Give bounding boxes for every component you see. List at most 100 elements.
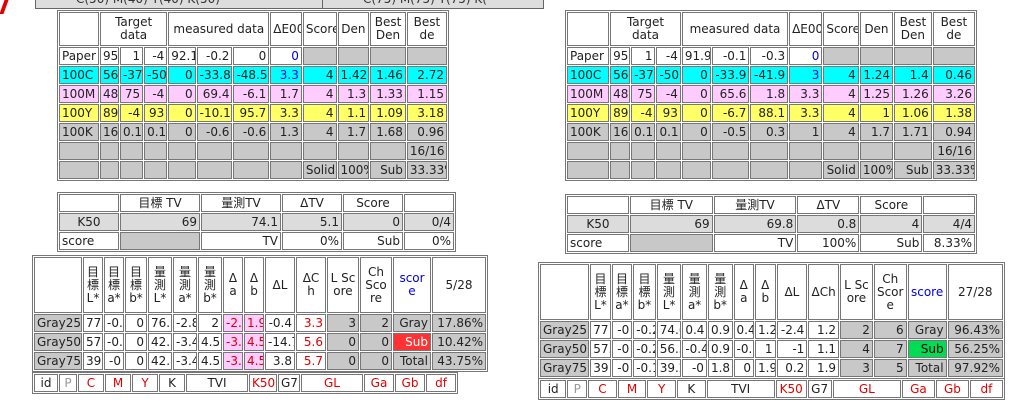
data-row: 100K 16 0.1 0.1 0 -0.6 -0.6 1.3 4 1.7 1.68 0.96 bbox=[59, 123, 447, 141]
cell: 0 bbox=[681, 123, 711, 141]
cell: -14.7 bbox=[265, 333, 295, 351]
cell: 69 bbox=[630, 215, 713, 233]
cell: 89 bbox=[610, 104, 631, 122]
cell: 量測L* bbox=[148, 257, 172, 313]
header-row: Target data measured data ΔE00 Score Den Best… bbox=[59, 12, 447, 46]
cell: 量測a* bbox=[682, 264, 707, 320]
empty-cell bbox=[789, 142, 823, 160]
empty-cell bbox=[59, 194, 119, 212]
cell: 1.1 bbox=[337, 104, 370, 122]
cell: 0 bbox=[733, 359, 755, 377]
cell: L Score bbox=[327, 257, 359, 313]
cell: 3 bbox=[840, 359, 873, 377]
cell: id bbox=[540, 380, 567, 398]
cell: 0 bbox=[360, 333, 392, 351]
cell: 0 bbox=[327, 352, 359, 370]
cell: 75 bbox=[119, 85, 144, 103]
cell: 目標 TV bbox=[120, 194, 200, 212]
cell: 0% bbox=[282, 232, 342, 250]
cell: 65.6 bbox=[711, 85, 750, 103]
empty-cell bbox=[567, 161, 610, 179]
cell: 1.1 bbox=[808, 340, 840, 358]
cell: 100% bbox=[337, 161, 370, 179]
cell: 17.86% bbox=[432, 314, 486, 332]
cell: 0 bbox=[789, 47, 823, 65]
empty-cell bbox=[144, 161, 168, 179]
cell: 56.25% bbox=[947, 340, 1003, 358]
cell: 57.5 bbox=[83, 333, 103, 351]
cell: -0.1 bbox=[633, 359, 656, 377]
empty-cell bbox=[302, 142, 337, 160]
empty-cell bbox=[859, 47, 894, 65]
cell: 目標b* bbox=[125, 257, 147, 313]
cell: 5 bbox=[873, 359, 907, 377]
cell: -10.1 bbox=[196, 104, 233, 122]
cell: 0 bbox=[168, 123, 196, 141]
data-row: 16/16 bbox=[59, 142, 447, 160]
cell: 4.5 bbox=[244, 352, 264, 370]
cell: 0 bbox=[343, 213, 403, 231]
caption: C(75) M(75) Y(75) K( bbox=[322, 0, 544, 9]
cell: 1.7 bbox=[859, 123, 894, 141]
data-row: Paper 95 1 -4 92.1 -0.2 0 0 bbox=[59, 47, 447, 65]
cell: measured data bbox=[168, 12, 270, 46]
cell: 0 bbox=[168, 104, 196, 122]
empty-cell bbox=[656, 142, 681, 160]
cell: 3.3 bbox=[789, 85, 823, 103]
cell: 97.92% bbox=[947, 359, 1003, 377]
cell: ΔL bbox=[776, 264, 808, 320]
cell: 1.42 bbox=[337, 66, 370, 84]
cell: 91.9 bbox=[681, 47, 711, 65]
cell: -0 bbox=[104, 352, 124, 370]
cell: 1 bbox=[859, 104, 894, 122]
empty-cell bbox=[59, 142, 99, 160]
empty-cell bbox=[168, 142, 196, 160]
cell: 33.33% bbox=[932, 161, 975, 179]
cell: 0 bbox=[681, 85, 711, 103]
cell: 5/28 bbox=[432, 257, 486, 313]
cell: -2.8 bbox=[173, 314, 197, 332]
empty-cell bbox=[196, 142, 233, 160]
cell: TVI bbox=[706, 380, 775, 398]
caption: C(50) M(40) Y(40) K(50) bbox=[35, 0, 352, 9]
empty-cell bbox=[34, 257, 82, 313]
header-row: 目標L* 目標a* 目標b* 量測L* 量測a* 量測b* Δa Δb ΔL ΔCh L Score… bbox=[540, 264, 1003, 320]
cell: 8.33% bbox=[923, 234, 975, 252]
empty-cell bbox=[823, 47, 859, 65]
empty-cell bbox=[100, 161, 119, 179]
cell: 39 bbox=[590, 359, 611, 377]
empty-cell bbox=[750, 142, 789, 160]
cell: measured data bbox=[681, 12, 789, 46]
cell: 100Y bbox=[567, 104, 610, 122]
empty-cell bbox=[168, 161, 196, 179]
empty-cell bbox=[119, 142, 144, 160]
cell: 3.3 bbox=[270, 104, 302, 122]
cell: 0 bbox=[125, 352, 147, 370]
cell: Total bbox=[907, 359, 947, 377]
cell: 4 bbox=[823, 104, 859, 122]
cell: 目標a* bbox=[104, 257, 124, 313]
cell: Score bbox=[302, 12, 337, 46]
cell: Sub bbox=[860, 234, 923, 252]
cell: -2.4 bbox=[776, 321, 808, 339]
empty-cell bbox=[610, 161, 631, 179]
cell: -0.2 bbox=[633, 340, 656, 358]
cell: C bbox=[588, 380, 617, 398]
cell: C bbox=[78, 374, 104, 392]
cell: 4 bbox=[860, 215, 923, 233]
data-row: Gray7539-0-0.139.2-01.801.90.21.935Total… bbox=[540, 359, 1003, 377]
cell: -0 bbox=[611, 340, 633, 358]
cell: 0.1 bbox=[144, 123, 168, 141]
empty-cell bbox=[100, 142, 119, 160]
cell: score bbox=[393, 257, 431, 313]
cell: Y bbox=[647, 380, 676, 398]
cell: Target data bbox=[610, 12, 681, 46]
cell: Ch Score bbox=[873, 264, 907, 320]
empty-cell bbox=[859, 142, 894, 160]
cell: -0.4 bbox=[265, 314, 295, 332]
cell: 100M bbox=[567, 85, 610, 103]
cell: 1.9 bbox=[808, 359, 840, 377]
cell: Gray75 bbox=[540, 359, 590, 377]
cell: G7 bbox=[807, 380, 832, 398]
